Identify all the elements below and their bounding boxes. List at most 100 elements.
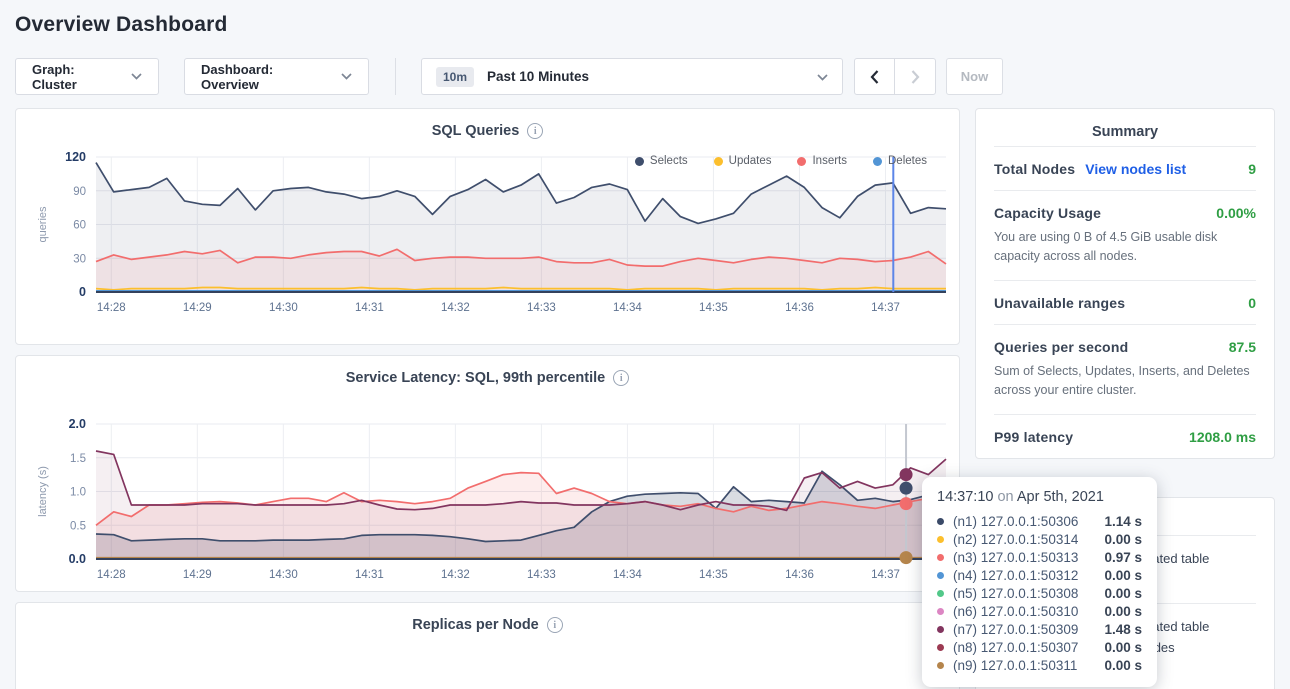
tooltip-node-row: (n5) 127.0.0.1:50308 0.00 s	[937, 584, 1142, 602]
node-color-dot-icon	[937, 535, 944, 543]
svg-text:14:30: 14:30	[269, 569, 298, 581]
sql-queries-legend: Selects Updates Inserts Deletes	[634, 155, 927, 167]
svg-text:90: 90	[73, 186, 86, 198]
replicas-per-node-card: Replicas per Node i	[15, 602, 960, 689]
service-latency-chart[interactable]: 0.0 0.5 1.0 1.5 2.0 14:28 14:29 14:30 14:31 14:32…	[16, 416, 961, 594]
svg-text:14:34: 14:34	[613, 302, 642, 314]
svg-text:14:35: 14:35	[699, 302, 728, 314]
controls-divider	[395, 58, 396, 95]
node-color-dot-icon	[937, 661, 944, 669]
qps-desc: Sum of Selects, Updates, Inserts, and De…	[994, 363, 1250, 398]
tooltip-node-row: (n9) 127.0.0.1:50311 0.00 s	[937, 656, 1142, 674]
svg-text:14:29: 14:29	[183, 302, 212, 314]
p99-latency-value: 1208.0 ms	[1189, 428, 1256, 445]
sql-queries-card: SQL Queries i Selects Updates Inserts Delet…	[15, 108, 960, 345]
sql-queries-chart[interactable]: 0 30 60 90 120 14:28 14:29 14:30 14:31 14:32 14:33…	[16, 149, 961, 327]
total-nodes-label: Total Nodes	[994, 161, 1076, 177]
view-nodes-list-link[interactable]: View nodes list	[1085, 161, 1187, 177]
page-title: Overview Dashboard	[15, 13, 228, 36]
time-prev-button[interactable]	[855, 59, 895, 94]
summary-row-p99-latency: P99 latency 1208.0 ms	[994, 413, 1256, 458]
chevron-right-icon	[911, 69, 919, 84]
total-nodes-value: 9	[1248, 161, 1256, 177]
svg-text:14:32: 14:32	[441, 302, 470, 314]
time-range-dropdown[interactable]: 10m Past 10 Minutes	[421, 58, 843, 95]
legend-dot-icon	[634, 156, 644, 166]
legend-dot-icon	[713, 156, 723, 166]
dashboard-dropdown-label: Dashboard: Overview	[201, 61, 274, 92]
capacity-usage-desc: You are using 0 B of 4.5 GiB usable disk…	[994, 230, 1218, 264]
summary-row-unavailable-ranges: Unavailable ranges 0	[994, 279, 1256, 324]
svg-text:14:36: 14:36	[785, 569, 814, 581]
info-icon[interactable]: i	[613, 370, 630, 386]
unavailable-ranges-label: Unavailable ranges	[994, 294, 1126, 311]
svg-text:0: 0	[79, 285, 86, 299]
qps-value: 87.5	[1228, 338, 1256, 355]
svg-text:60: 60	[73, 220, 86, 232]
info-icon[interactable]: i	[546, 617, 563, 633]
capacity-usage-label: Capacity Usage	[994, 205, 1102, 221]
info-icon[interactable]: i	[527, 123, 544, 139]
svg-text:30: 30	[73, 253, 86, 265]
capacity-usage-value: 0.00%	[1216, 205, 1256, 221]
node-color-dot-icon	[937, 589, 944, 597]
svg-text:1.5: 1.5	[70, 453, 86, 465]
tooltip-node-row: (n6) 127.0.0.1:50310 0.00 s	[937, 602, 1142, 620]
qps-label: Queries per second	[994, 338, 1129, 355]
svg-text:0.5: 0.5	[70, 520, 86, 532]
svg-text:queries: queries	[37, 206, 49, 243]
svg-text:14:28: 14:28	[97, 569, 126, 581]
legend-item: Deletes	[873, 155, 927, 167]
service-latency-card: Service Latency: SQL, 99th percentile i …	[15, 355, 960, 592]
tooltip-node-row: (n2) 127.0.0.1:50314 0.00 s	[937, 530, 1142, 548]
summary-row-capacity-usage: Capacity Usage 0.00% You are using 0 B o…	[994, 190, 1256, 280]
svg-text:14:28: 14:28	[97, 302, 126, 314]
sql-queries-title: SQL Queries	[431, 123, 520, 139]
controls-bar: Graph: Cluster Dashboard: Overview 10m P…	[15, 58, 1275, 95]
tooltip-node-row: (n8) 127.0.0.1:50307 0.00 s	[937, 638, 1142, 656]
time-nav-group	[854, 58, 936, 95]
time-range-badge: 10m	[436, 66, 475, 87]
svg-text:14:34: 14:34	[613, 569, 642, 581]
unavailable-ranges-value: 0	[1248, 294, 1256, 311]
legend-dot-icon	[873, 156, 882, 166]
p99-latency-label: P99 latency	[994, 428, 1074, 445]
time-next-button[interactable]	[895, 59, 935, 94]
svg-text:14:37: 14:37	[871, 569, 900, 581]
tooltip-node-row: (n3) 127.0.0.1:50313 0.97 s	[937, 548, 1142, 566]
svg-text:1.0: 1.0	[70, 487, 86, 499]
summary-title: Summary	[1091, 124, 1159, 140]
time-range-label: Past 10 Minutes	[487, 69, 590, 84]
svg-text:14:32: 14:32	[441, 569, 470, 581]
svg-text:14:31: 14:31	[355, 302, 384, 314]
chart-hover-tooltip: 14:37:10 on Apr 5th, 2021 (n1) 127.0.0.1…	[922, 477, 1157, 687]
node-color-dot-icon	[937, 625, 944, 633]
node-color-dot-icon	[937, 643, 944, 651]
svg-text:latency (s): latency (s)	[37, 466, 49, 517]
service-latency-title: Service Latency: SQL, 99th percentile	[345, 370, 606, 386]
svg-text:2.0: 2.0	[69, 417, 86, 431]
svg-text:14:37: 14:37	[871, 302, 900, 314]
chevron-down-icon	[341, 73, 352, 80]
dashboard-dropdown[interactable]: Dashboard: Overview	[184, 58, 369, 95]
summary-panel: Summary Total Nodes View nodes list 9 Ca…	[975, 108, 1275, 459]
now-button[interactable]: Now	[946, 58, 1003, 95]
chevron-left-icon	[870, 69, 879, 84]
graph-dropdown[interactable]: Graph: Cluster	[15, 58, 159, 95]
tooltip-node-row: (n1) 127.0.0.1:50306 1.14 s	[937, 512, 1142, 530]
legend-item: Updates	[713, 155, 771, 167]
svg-text:14:35: 14:35	[699, 569, 728, 581]
svg-text:120: 120	[65, 150, 86, 164]
svg-text:14:29: 14:29	[183, 569, 212, 581]
summary-row-total-nodes: Total Nodes View nodes list 9	[994, 146, 1256, 190]
legend-dot-icon	[797, 156, 807, 166]
node-color-dot-icon	[937, 607, 944, 615]
chevron-down-icon	[817, 68, 828, 86]
svg-text:14:33: 14:33	[527, 302, 556, 314]
replicas-per-node-title: Replicas per Node	[412, 617, 539, 633]
tooltip-node-row: (n7) 127.0.0.1:50309 1.48 s	[937, 620, 1142, 638]
svg-text:14:33: 14:33	[527, 569, 556, 581]
graph-dropdown-label: Graph: Cluster	[32, 61, 77, 92]
node-color-dot-icon	[937, 571, 944, 579]
